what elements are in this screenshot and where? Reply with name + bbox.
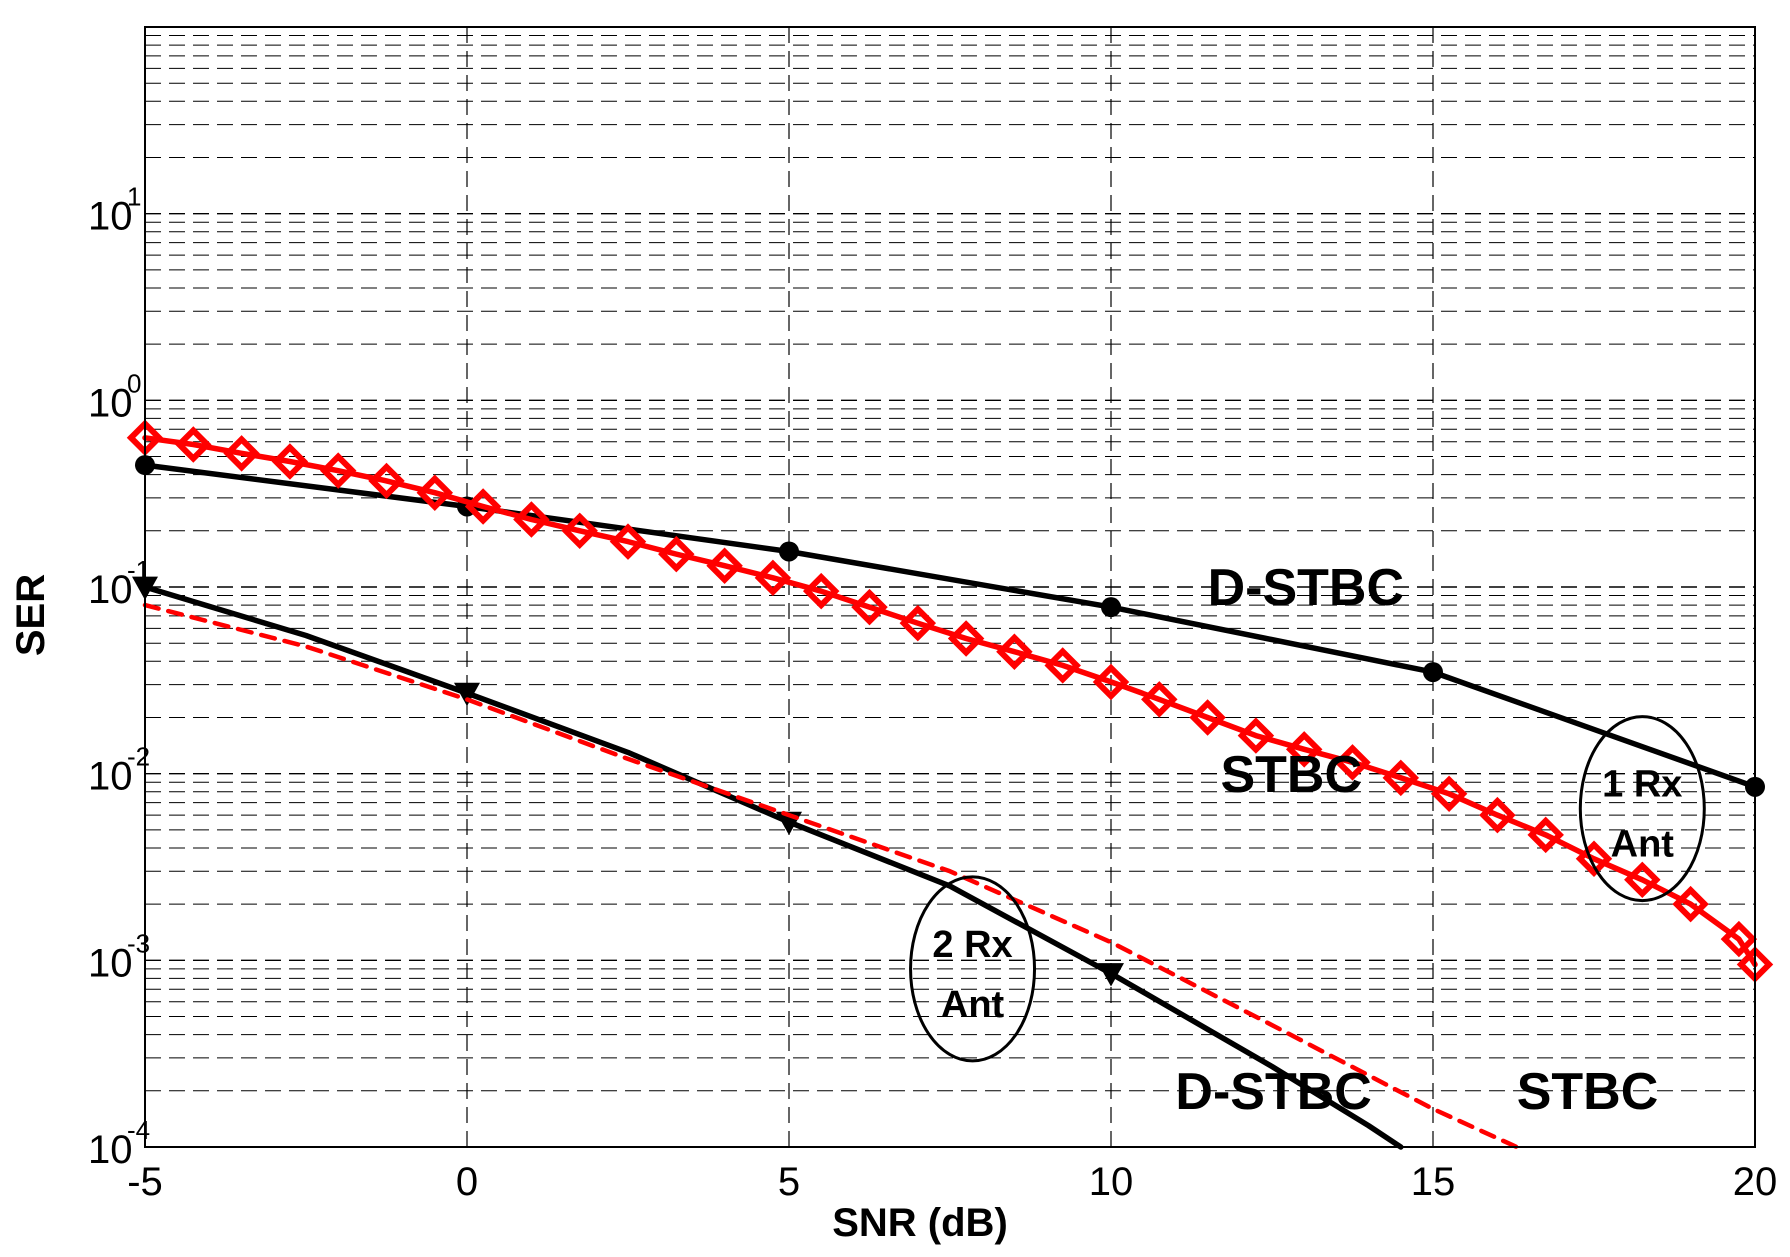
y-tick-base: 10 [88, 195, 133, 239]
data-point-diamond [464, 488, 502, 525]
y-tick-label: 10-1 [88, 555, 150, 612]
data-point-circle [779, 541, 799, 562]
data-point-diamond [1672, 885, 1709, 923]
data-point-diamond [1285, 731, 1323, 768]
data-point-triangle [454, 682, 480, 707]
y-tick-base: 10 [88, 755, 133, 799]
antenna-group-label: 1 Rx Ant [1578, 715, 1706, 903]
data-point-diamond [1575, 840, 1613, 878]
y-tick-exponent: 0 [127, 368, 141, 398]
data-point-diamond [802, 572, 840, 610]
data-point-diamond [368, 462, 405, 500]
y-tick-base: 10 [88, 381, 133, 425]
data-point-diamond [851, 588, 888, 626]
group-label-line1: 2 Rx [932, 924, 1012, 966]
x-tick-label: 10 [1089, 1160, 1134, 1204]
group-label-line1: 1 Rx [1602, 764, 1682, 806]
data-point-circle [1423, 662, 1443, 683]
y-axis-label: SER [9, 574, 53, 656]
data-point-diamond [1334, 744, 1371, 781]
x-tick-label: 20 [1733, 1160, 1778, 1204]
x-tick-labels: -5 0 5 10 15 20 [127, 1160, 1777, 1204]
data-point-diamond [1624, 861, 1661, 899]
data-point-diamond [319, 452, 357, 489]
data-point-diamond [1382, 759, 1420, 797]
y-tick-label: 101 [88, 182, 141, 239]
data-point-diamond [1141, 681, 1178, 718]
data-point-diamond [1189, 699, 1226, 736]
y-tick-exponent: 1 [127, 182, 141, 212]
series-line [142, 602, 1519, 1150]
series-line [142, 435, 1758, 968]
plot-frame [144, 26, 1756, 1148]
data-point-diamond [754, 559, 792, 597]
data-point-diamond [513, 501, 550, 538]
data-point-diamond [1044, 647, 1081, 684]
annotation-label: D-STBC [1175, 1063, 1371, 1121]
x-tick-label: 0 [456, 1160, 478, 1204]
x-tick-label: -5 [127, 1160, 163, 1204]
data-point-diamond [1237, 717, 1275, 754]
data-point-diamond [416, 474, 454, 511]
y-tick-label: 10-4 [88, 1115, 150, 1172]
data-point-diamond [658, 535, 695, 573]
annotations: D-STBC STBC D-STBC STBC 1 Rx Ant 2 Rx Ant [909, 559, 1706, 1121]
y-tick-base: 10 [88, 941, 133, 985]
y-tick-label: 10-3 [88, 928, 150, 985]
group-label-line2: Ant [1611, 824, 1675, 866]
data-point-diamond [1430, 775, 1468, 813]
data-point-diamond [175, 426, 212, 463]
annotation-label: STBC [1517, 1063, 1659, 1121]
y-tick-label: 10-2 [88, 742, 150, 799]
y-tick-exponent: -1 [127, 555, 150, 585]
data-point-diamond [271, 443, 309, 480]
y-tick-exponent: -3 [127, 928, 150, 958]
data-point-diamond [947, 620, 985, 657]
group-ellipse [909, 875, 1037, 1063]
y-tick-base: 10 [88, 1128, 133, 1172]
data-point-diamond [996, 633, 1033, 670]
data-point-diamond [706, 547, 743, 584]
y-tick-base: 10 [88, 568, 133, 612]
group-label-line2: Ant [941, 984, 1005, 1026]
series-layer [126, 419, 1774, 1150]
data-point-diamond [1720, 920, 1758, 958]
data-point-diamond [1527, 816, 1564, 854]
data-point-diamond [609, 523, 647, 560]
y-tick-exponent: -4 [127, 1115, 150, 1145]
data-point-circle [1101, 597, 1121, 618]
data-point-diamond [1479, 796, 1516, 834]
data-point-diamond [223, 435, 260, 472]
data-point-diamond [561, 512, 598, 550]
x-tick-label: 15 [1411, 1160, 1456, 1204]
series-line [142, 462, 1758, 790]
annotation-label: D-STBC [1208, 559, 1404, 617]
annotation-label: STBC [1220, 746, 1362, 804]
series-line [142, 584, 1404, 1150]
y-tick-label: 100 [88, 368, 141, 425]
x-axis-label: SNR (dB) [832, 1201, 1008, 1245]
y-tick-exponent: -2 [127, 742, 150, 772]
group-ellipse [1578, 715, 1706, 903]
data-point-diamond [899, 604, 937, 642]
data-point-triangle [1098, 963, 1124, 987]
data-point-diamond [1092, 663, 1130, 701]
antenna-group-label: 2 Rx Ant [909, 875, 1037, 1063]
x-tick-label: 5 [778, 1160, 800, 1204]
